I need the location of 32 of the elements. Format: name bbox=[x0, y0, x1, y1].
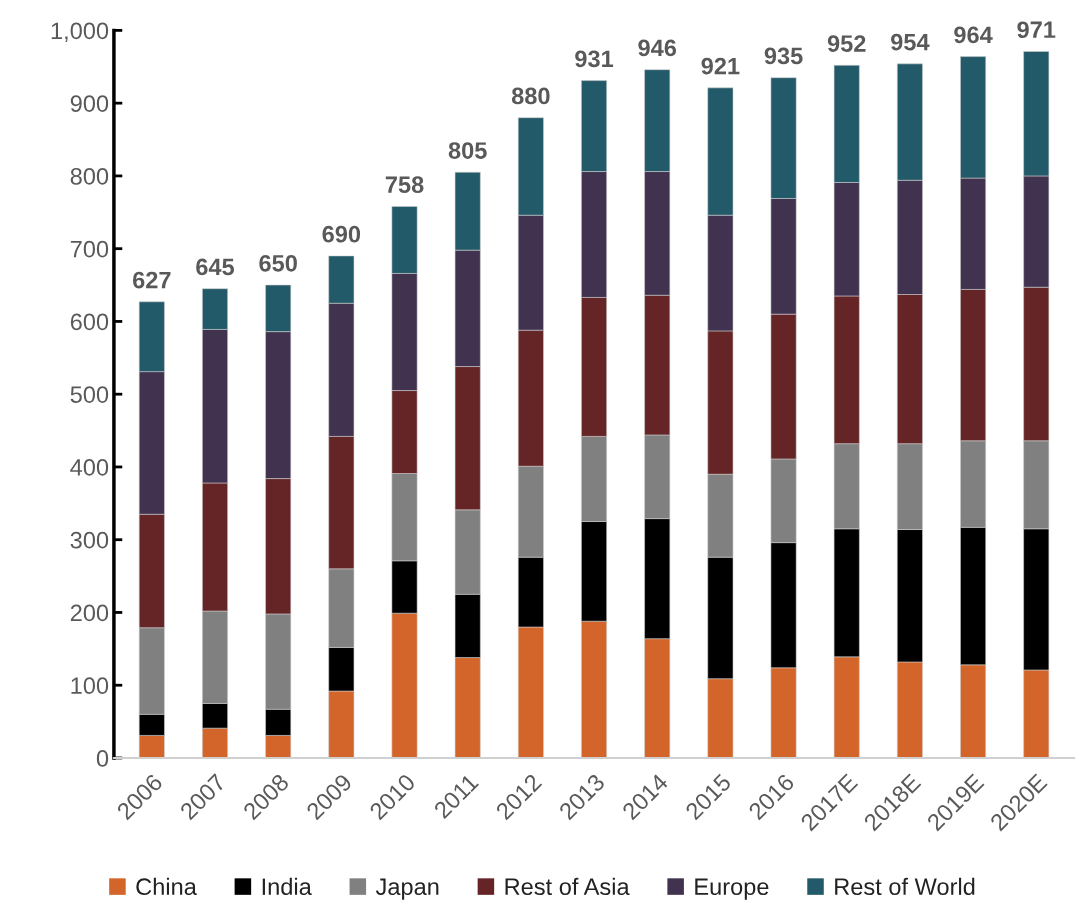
total-label: 931 bbox=[575, 50, 614, 68]
y-tick-label: 1,000 bbox=[51, 22, 109, 42]
y-tick-label: 100 bbox=[71, 677, 109, 695]
y-tick-label: 800 bbox=[70, 167, 109, 185]
total-label: 805 bbox=[448, 142, 487, 159]
total-label: 880 bbox=[511, 87, 550, 105]
legend-label: Rest of World bbox=[835, 877, 975, 896]
total-label: 954 bbox=[891, 33, 930, 51]
total-label: 971 bbox=[1017, 21, 1056, 39]
legend-label: Rest of Asia bbox=[505, 877, 630, 896]
total-label: 650 bbox=[259, 254, 297, 272]
legend-label: Japan bbox=[375, 878, 439, 900]
y-tick-label: 700 bbox=[70, 240, 109, 258]
y-tick-label: 300 bbox=[70, 531, 109, 549]
total-label: 946 bbox=[638, 39, 677, 57]
y-tick-label: 900 bbox=[70, 95, 109, 112]
total-label: 964 bbox=[954, 26, 993, 44]
total-label: 935 bbox=[764, 47, 803, 65]
total-label: 921 bbox=[701, 57, 740, 75]
y-tick-label: 200 bbox=[70, 604, 109, 622]
y-tick-label: 500 bbox=[70, 386, 109, 403]
legend-label: India bbox=[262, 877, 312, 896]
total-label: 627 bbox=[133, 271, 171, 289]
y-tick-label: 400 bbox=[70, 459, 109, 476]
y-tick-label: 0 bbox=[96, 750, 109, 767]
total-label: 758 bbox=[385, 176, 424, 194]
legend-label: Europe bbox=[695, 878, 769, 900]
total-label: 690 bbox=[322, 225, 361, 243]
total-label: 952 bbox=[827, 35, 866, 52]
y-tick-label: 600 bbox=[70, 313, 109, 331]
legend-label: China bbox=[136, 877, 197, 896]
total-label: 645 bbox=[196, 258, 235, 276]
